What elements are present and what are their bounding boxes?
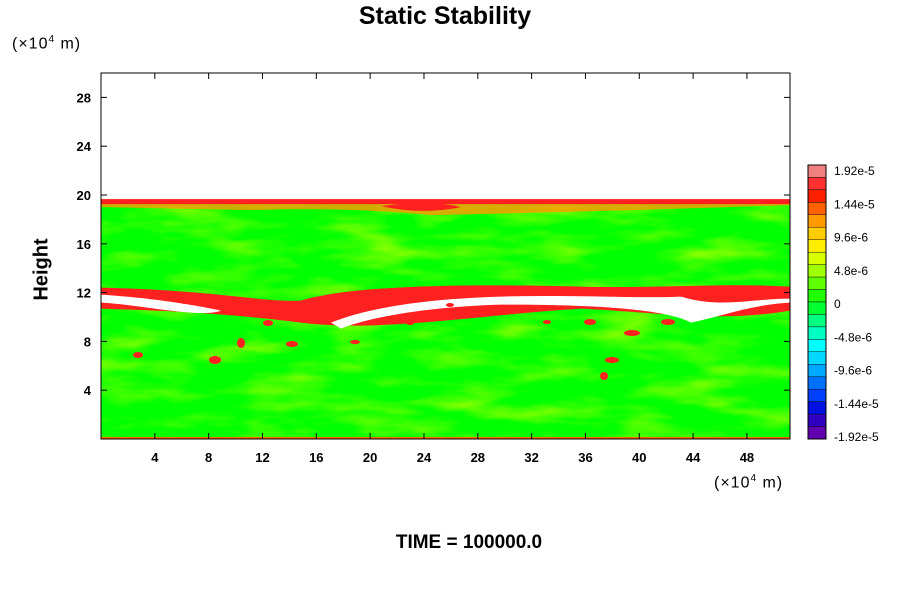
y-tick-label: 8 [84,334,91,349]
stability-feature-13 [406,321,414,325]
colorbar-step [807,376,827,390]
stability-feature-6 [605,357,619,363]
stability-feature-12 [584,319,596,325]
colorbar-step [807,264,827,278]
colorbar-label: -1.92e-5 [834,430,879,444]
x-tick-label: 4 [151,450,159,465]
stability-feature-2 [209,356,221,364]
y-tick-label: 28 [77,90,91,105]
stability-feature-11 [543,320,551,324]
stability-feature-14 [263,320,273,326]
y-tick-label: 12 [77,286,91,301]
stability-feature-1 [133,352,143,358]
y-tick-label: 20 [77,188,91,203]
colorbar-step [807,227,827,240]
y-tick-label: 4 [84,383,92,398]
colorbar-label: -1.44e-5 [834,397,879,411]
x-tick-label: 12 [255,450,269,465]
colorbar-label: 0 [834,297,841,311]
stability-feature-15 [446,303,454,307]
x-axis-unit: (×104 m) [714,473,784,492]
colorbar-step [807,364,827,377]
colorbar-step [807,276,827,290]
x-tick-label: 24 [417,450,432,465]
stability-feature-10 [180,298,190,304]
x-tick-label: 44 [686,450,701,465]
x-tick-label: 20 [363,450,377,465]
colorbar-label: 1.92e-5 [834,164,875,178]
colorbar-step [807,214,827,228]
time-label: TIME = 100000.0 [395,532,543,553]
colorbar-step [807,351,827,365]
colorbar-step [807,426,827,440]
chart-title: Static Stability [358,2,532,30]
x-tick-label: 40 [632,450,646,465]
x-axis: 4 8 12 16 20 24 28 32 36 40 44 48 [151,73,754,465]
stability-feature-8 [624,330,640,336]
colorbar-label: 9.6e-6 [834,231,868,245]
colorbar-label: -9.6e-6 [834,364,872,378]
x-tick-label: 36 [578,450,592,465]
stability-feature-5 [350,340,360,344]
colorbar-step [807,301,827,315]
x-tick-label: 32 [524,450,538,465]
y-tick-label: 24 [77,139,92,154]
y-axis-unit: (×104 m) [12,34,82,53]
colorbar-step [807,164,827,178]
colorbar-step [807,339,827,353]
colorbar-frame [807,164,827,440]
bottom-band [101,437,790,439]
colorbar-label: 4.8e-6 [834,264,868,278]
stability-field [101,199,790,439]
y-axis: 4 8 12 16 20 24 28 [77,90,790,398]
x-tick-label: 8 [205,450,212,465]
colorbar-step [807,202,827,216]
colorbar-step [807,401,827,415]
plot-frame [100,72,791,440]
y-tick-label: 16 [77,237,91,252]
stability-feature-7 [600,372,608,380]
colorbar-step [807,239,827,253]
colorbar-step [807,177,827,191]
colorbar-step [807,189,827,203]
colorbar-step [807,251,827,265]
colorbar: 1.92e-5 1.44e-5 9.6e-6 4.8e-6 0 -4.8e-6 -9.6e-… [807,164,879,444]
stability-feature-3 [237,338,245,348]
x-tick-label: 28 [471,450,485,465]
colorbar-label: -4.8e-6 [834,330,872,344]
colorbar-step [807,388,827,402]
stability-feature-16 [714,289,726,293]
top-band-blob [381,202,461,211]
x-tick-label: 16 [309,450,323,465]
x-tick-label: 48 [740,450,754,465]
top-band [101,199,790,205]
stability-feature-9 [661,319,675,325]
tropopause-core [101,294,790,329]
colorbar-step [807,413,827,427]
colorbar-step [807,289,827,303]
colorbar-step [807,326,827,340]
stability-feature-4 [286,341,298,347]
colorbar-step [807,314,827,328]
colorbar-label: 1.44e-5 [834,197,875,211]
